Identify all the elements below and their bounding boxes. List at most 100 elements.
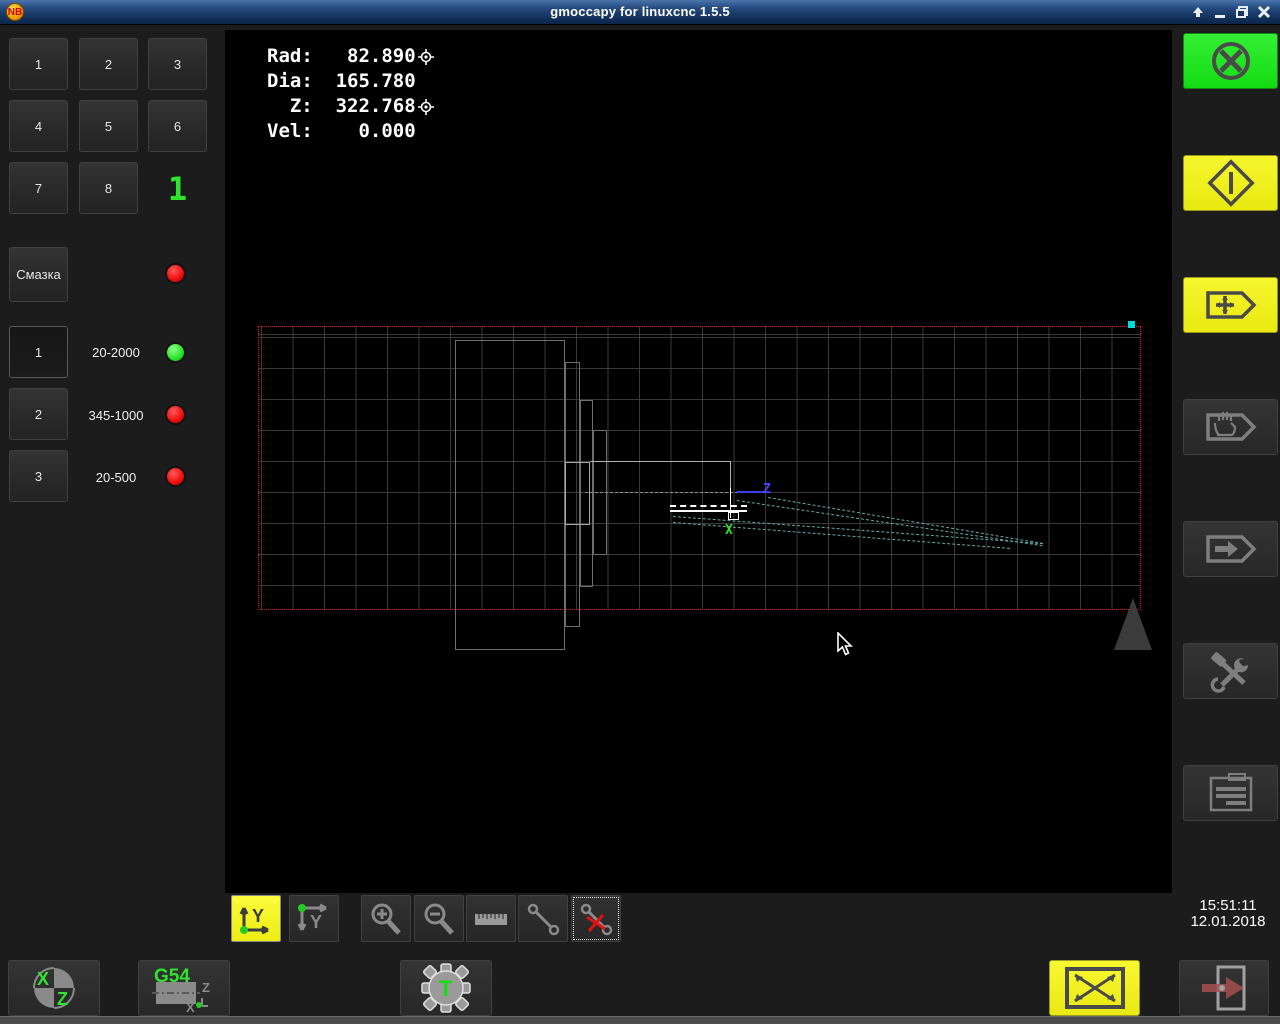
chuck-body-outline: [455, 340, 565, 650]
restore-button[interactable]: [1232, 3, 1252, 21]
active-macro-indicator: 1: [167, 170, 188, 208]
clock-time: 15:51:11: [1199, 897, 1257, 914]
spindle-range-label-3: 20-500: [95, 470, 137, 485]
spindle-range-button-1[interactable]: 1: [9, 326, 68, 378]
macro-button-5[interactable]: 5: [79, 100, 138, 152]
restore-icon: [1236, 6, 1248, 18]
file-manager-button[interactable]: [1183, 765, 1278, 821]
svg-text:Z: Z: [202, 980, 210, 995]
tool-gear-icon: T: [421, 963, 471, 1013]
mouse-cursor: [837, 632, 853, 656]
machine-off-button[interactable]: [1183, 33, 1278, 89]
exit-icon: [1202, 965, 1246, 1011]
dro-row-z: Z: 322.768: [267, 94, 434, 119]
svg-text:Y: Y: [310, 912, 322, 932]
macro-button-8[interactable]: 8: [79, 162, 138, 214]
feed-move-line: [670, 505, 747, 507]
svg-text:X: X: [186, 1000, 195, 1014]
spindle-range-label-1: 20-2000: [92, 345, 140, 360]
app-icon: NB: [6, 3, 24, 21]
limit-corner-marker: [1128, 321, 1135, 328]
macro-button-4[interactable]: 4: [9, 100, 68, 152]
homed-icon: [417, 98, 434, 115]
dro-row-vel: Vel: 0.000: [267, 120, 416, 142]
tool-cone: [1114, 598, 1152, 650]
clear-plot-button[interactable]: [571, 895, 621, 942]
file-list-icon: [1209, 773, 1252, 812]
spindle-range-label-2: 345-1000: [88, 408, 144, 423]
manual-mode-button[interactable]: [1183, 399, 1278, 455]
settings-button[interactable]: [1183, 643, 1278, 699]
macro-button-1[interactable]: 1: [9, 38, 68, 90]
spindle-range-button-2[interactable]: 2: [9, 388, 68, 440]
z-axis-line: [737, 491, 764, 493]
measure-line-icon: [527, 903, 560, 935]
view-y-icon: Y: [239, 906, 269, 934]
touchoff-xz-icon: X Z: [33, 967, 75, 1009]
dro-row-dia: Dia: 165.780: [267, 70, 416, 92]
workpiece-bore-outline: [565, 462, 590, 525]
svg-text:Z: Z: [57, 989, 68, 1009]
tool-position-marker: [730, 488, 731, 518]
spindle-led-3: [165, 466, 186, 487]
svg-text:G54: G54: [154, 966, 190, 987]
macro-button-2[interactable]: 2: [79, 38, 138, 90]
lube-button[interactable]: Смазка: [9, 247, 68, 302]
mdi-mode-icon: [1205, 535, 1256, 563]
tool-settings-button[interactable]: T: [400, 960, 492, 1016]
exit-button[interactable]: [1179, 960, 1269, 1016]
homed-icon: [417, 48, 434, 65]
workpiece-top-edge: [590, 461, 731, 462]
lube-led: [165, 263, 186, 284]
zoom-in-icon: [371, 903, 401, 935]
machine-off-icon: [1211, 42, 1250, 80]
rollup-button[interactable]: [1188, 3, 1208, 21]
manual-mode-icon: [1205, 412, 1256, 441]
gremlin-preview[interactable]: Rad: 82.890 Dia: 165.780 Z: 322.768 Vel: 0.0…: [225, 30, 1172, 893]
tool-outline: [728, 512, 739, 520]
chuck-step-outline: [580, 400, 593, 587]
spindle-led-2: [165, 404, 186, 425]
window-title: gmoccapy for linuxcnc 1.5.5: [550, 4, 730, 19]
z-axis-label: Z: [763, 482, 771, 497]
spindle-range-button-3[interactable]: 3: [9, 450, 68, 502]
fullscreen-icon: [1064, 967, 1125, 1009]
jog-mode-icon: [1205, 291, 1256, 319]
draw-dimension-button[interactable]: [518, 895, 568, 942]
centerline: [585, 492, 738, 493]
view-y-button[interactable]: Y: [231, 895, 281, 942]
minimize-button[interactable]: [1210, 3, 1230, 21]
machine-on-button[interactable]: [1183, 155, 1278, 211]
zero-offsets-button[interactable]: G54 Z X: [138, 960, 230, 1016]
x-axis-label: X: [725, 523, 733, 538]
dro-row-rad: Rad: 82.890: [267, 44, 434, 69]
window-resize-grip[interactable]: [0, 1016, 1280, 1024]
dimensions-button[interactable]: [466, 895, 516, 942]
dro-display: Rad: 82.890 Dia: 165.780 Z: 322.768 Vel: 0.0…: [267, 44, 434, 144]
feed-move-line: [670, 510, 747, 512]
machine-limits-grid: [258, 326, 1141, 610]
ruler-icon: [475, 913, 507, 925]
macro-button-6[interactable]: 6: [148, 100, 207, 152]
clock-date: 12.01.2018: [1190, 913, 1266, 930]
jog-mode-button[interactable]: [1183, 277, 1278, 333]
mdi-mode-button[interactable]: [1183, 521, 1278, 577]
svg-text:X: X: [37, 969, 49, 989]
fullscreen-button[interactable]: [1049, 960, 1140, 1016]
view-y2-button[interactable]: Y: [289, 895, 339, 942]
workpiece-face-edge: [730, 461, 731, 492]
machine-on-icon: [1206, 159, 1255, 207]
svg-text:T: T: [439, 976, 453, 1001]
clear-plot-icon: [580, 903, 613, 935]
macro-button-3[interactable]: 3: [148, 38, 207, 90]
zoom-in-button[interactable]: [361, 895, 411, 942]
view-y2-icon: Y: [297, 903, 327, 932]
touchoff-button[interactable]: X Z: [8, 960, 100, 1016]
zoom-out-button[interactable]: [414, 895, 464, 942]
clock: 15:51:11 12.01.2018: [1178, 898, 1278, 930]
svg-text:Y: Y: [252, 906, 264, 926]
zoom-out-icon: [424, 903, 454, 935]
g54-offsets-icon: G54 Z X: [152, 966, 210, 1014]
close-button[interactable]: [1254, 3, 1274, 21]
macro-button-7[interactable]: 7: [9, 162, 68, 214]
